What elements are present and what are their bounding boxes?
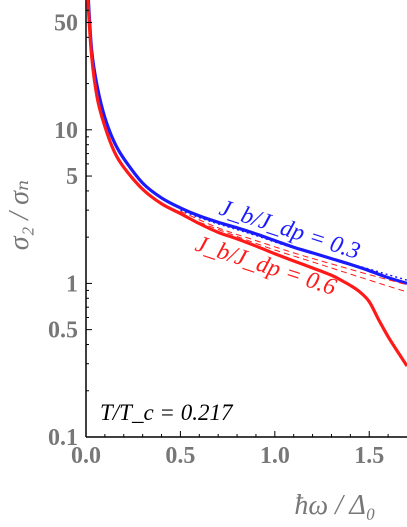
series-line-3 bbox=[180, 210, 407, 286]
x-tick-label: 1.5 bbox=[354, 443, 384, 469]
x-tick-label: 0.5 bbox=[165, 443, 195, 469]
y-tick-label: 0.5 bbox=[48, 318, 78, 344]
x-axis-label: ħω / Δ₀ bbox=[294, 490, 375, 521]
temperature-label: T/T_c = 0.217 bbox=[100, 400, 234, 425]
series-line-2 bbox=[86, 0, 407, 367]
y-tick-label: 50 bbox=[54, 10, 78, 36]
tick-labels: 0.1 0.5 1 5 10 50 0.0 0.5 1.0 1.5 bbox=[48, 9, 389, 469]
y-axis-label: σ₂ / σₙ bbox=[4, 180, 35, 250]
y-tick-label: 0.1 bbox=[48, 425, 78, 451]
y-tick-label: 1 bbox=[66, 271, 78, 297]
y-tick-label: 5 bbox=[66, 164, 78, 190]
series-line-4 bbox=[199, 221, 407, 293]
x-tick-label: 0.0 bbox=[71, 443, 101, 469]
series-line-0 bbox=[86, 0, 407, 285]
series-layer bbox=[86, 0, 407, 367]
series-line-1 bbox=[180, 209, 407, 281]
x-tick-label: 1.0 bbox=[260, 443, 290, 469]
y-tick-label: 10 bbox=[54, 118, 78, 144]
